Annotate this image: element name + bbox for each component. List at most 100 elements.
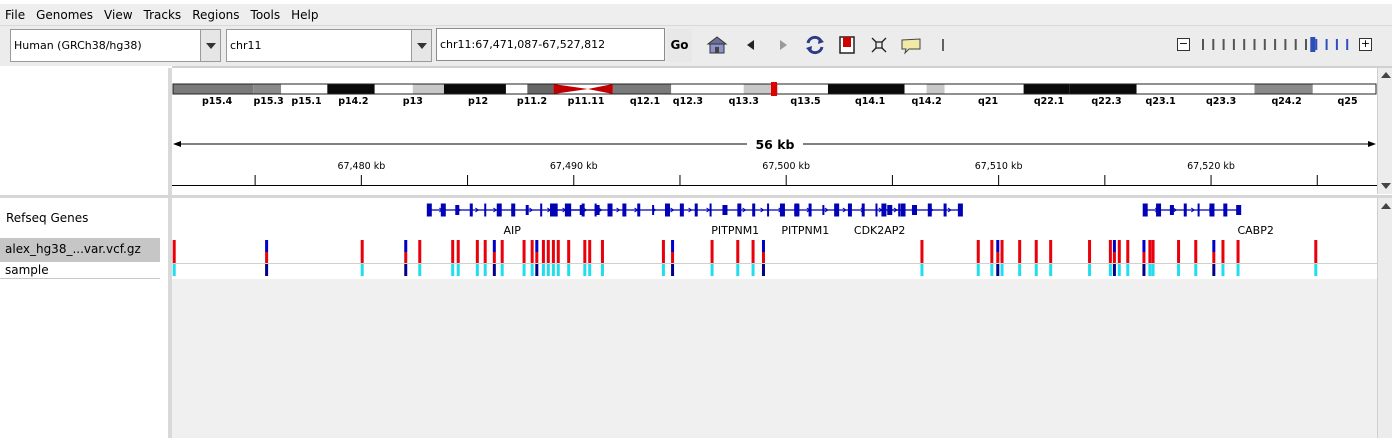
header-scrollbar[interactable] [1377, 68, 1392, 194]
variant-site[interactable] [1151, 240, 1155, 276]
variant-site[interactable] [1177, 240, 1181, 276]
variant-site[interactable] [1126, 240, 1130, 276]
forward-arrow-icon[interactable] [772, 34, 794, 56]
band-label: q24.2 [1271, 96, 1301, 107]
variant-site[interactable] [1142, 240, 1146, 276]
variant-site[interactable] [1018, 240, 1022, 276]
variant-site[interactable] [761, 240, 765, 276]
variant-site[interactable] [588, 240, 592, 276]
variant-site[interactable] [736, 240, 740, 276]
gene-feature[interactable] [881, 203, 963, 217]
variant-site[interactable] [535, 240, 539, 276]
header-divider[interactable] [0, 195, 1392, 198]
gene-feature[interactable] [1142, 203, 1242, 217]
variant-site[interactable] [920, 240, 924, 276]
genome-dropdown[interactable]: Human (GRCh38/hg38) [10, 29, 221, 62]
variant-site[interactable] [1108, 240, 1112, 276]
variant-site[interactable] [996, 240, 1000, 276]
variant-site[interactable] [530, 240, 534, 276]
menu-tools[interactable]: Tools [250, 7, 281, 22]
variant-site[interactable] [1212, 240, 1216, 276]
variant-site[interactable] [583, 240, 587, 276]
data-panel[interactable]: AIP PITPNM1 PITPNM1 CDK2AP2 CABP2 [172, 198, 1377, 438]
variant-site[interactable] [475, 240, 479, 276]
header-border [0, 66, 1392, 68]
variant-site[interactable] [418, 240, 422, 276]
variant-site[interactable] [551, 240, 555, 276]
chromosome-ideogram[interactable]: p15.4 p15.3 p15.1 p14.2 p13 p12 p11.2 p11.11 q12… [172, 82, 1377, 107]
resize-icon[interactable] [868, 34, 890, 56]
vcf-variants[interactable] [172, 240, 1318, 276]
variant-site[interactable] [1148, 240, 1152, 276]
scroll-up-icon[interactable] [1381, 72, 1391, 78]
variant-site[interactable] [1088, 240, 1092, 276]
variant-site[interactable] [710, 240, 714, 276]
variant-site[interactable] [360, 240, 364, 276]
chromosome-band [1254, 84, 1313, 94]
menu-view[interactable]: View [104, 7, 133, 22]
popup-info-icon[interactable] [900, 34, 922, 56]
back-arrow-icon[interactable] [740, 34, 762, 56]
variant-site[interactable] [976, 240, 980, 276]
variant-site[interactable] [522, 240, 526, 276]
header-panel[interactable]: p15.4 p15.3 p15.1 p14.2 p13 p12 p11.2 p11.11 q12… [172, 68, 1377, 195]
variant-site[interactable] [541, 240, 545, 276]
locus-input[interactable] [440, 38, 660, 51]
variant-site[interactable] [661, 240, 665, 276]
variant-site[interactable] [1221, 240, 1225, 276]
zoom-out-button[interactable]: − [1177, 37, 1190, 51]
data-scrollbar[interactable] [1377, 198, 1392, 438]
menu-file[interactable]: File [5, 7, 26, 22]
zoom-slider-thumb[interactable] [1310, 37, 1316, 52]
variant-site[interactable] [404, 240, 408, 276]
variant-site[interactable] [671, 240, 675, 276]
variant-site[interactable] [1236, 240, 1240, 276]
variant-site[interactable] [1049, 240, 1053, 276]
variant-site[interactable] [1314, 240, 1318, 276]
chevron-down-icon[interactable] [200, 30, 220, 61]
refseq-genes[interactable]: AIP PITPNM1 PITPNM1 CDK2AP2 CABP2 [426, 203, 1274, 238]
roi-icon[interactable] [836, 34, 858, 56]
scroll-up-icon[interactable] [1381, 203, 1391, 209]
variant-site[interactable] [456, 240, 460, 276]
zoom-in-button[interactable]: + [1359, 37, 1372, 51]
refresh-icon[interactable] [804, 34, 826, 56]
band-label: q14.1 [855, 96, 885, 107]
zoom-tick [1202, 39, 1204, 50]
data-tracks[interactable]: AIP PITPNM1 PITPNM1 CDK2AP2 CABP2 [172, 198, 1377, 438]
variant-site[interactable] [1117, 240, 1121, 276]
sample-track-label[interactable]: sample [0, 263, 160, 279]
variant-site[interactable] [492, 240, 496, 276]
variant-site[interactable] [556, 240, 560, 276]
variant-site[interactable] [500, 240, 504, 276]
home-icon[interactable] [706, 34, 728, 56]
variant-site[interactable] [1000, 240, 1004, 276]
go-button[interactable]: Go [667, 29, 692, 62]
variant-site[interactable] [546, 240, 550, 276]
variant-site[interactable] [172, 240, 176, 276]
variant-site[interactable] [1194, 240, 1198, 276]
panel-divider[interactable] [168, 68, 172, 438]
vcf-track-label[interactable]: alex_hg38_...var.vcf.gz [0, 238, 160, 262]
variant-site[interactable] [1034, 240, 1038, 276]
menu-help[interactable]: Help [291, 7, 319, 22]
menu-regions[interactable]: Regions [192, 7, 240, 22]
chevron-down-icon[interactable] [411, 30, 431, 61]
variant-site[interactable] [1112, 240, 1116, 276]
variant-site[interactable] [990, 240, 994, 276]
variant-site[interactable] [265, 240, 269, 276]
ruler-divider-icon[interactable] [932, 34, 954, 56]
variant-site[interactable] [483, 240, 487, 276]
variant-site[interactable] [567, 240, 571, 276]
variant-site[interactable] [451, 240, 455, 276]
zoom-slider[interactable] [1199, 37, 1354, 52]
refseq-track-label[interactable]: Refseq Genes [6, 211, 89, 225]
scroll-down-icon[interactable] [1381, 183, 1391, 189]
variant-site[interactable] [600, 240, 604, 276]
menu-genomes[interactable]: Genomes [36, 7, 94, 22]
variant-site[interactable] [751, 240, 755, 276]
chromosome-subband [926, 84, 945, 94]
ruler-tick-label: 67,500 kb [762, 161, 810, 172]
chromosome-dropdown[interactable]: chr11 [226, 29, 432, 62]
menu-tracks[interactable]: Tracks [143, 7, 182, 22]
